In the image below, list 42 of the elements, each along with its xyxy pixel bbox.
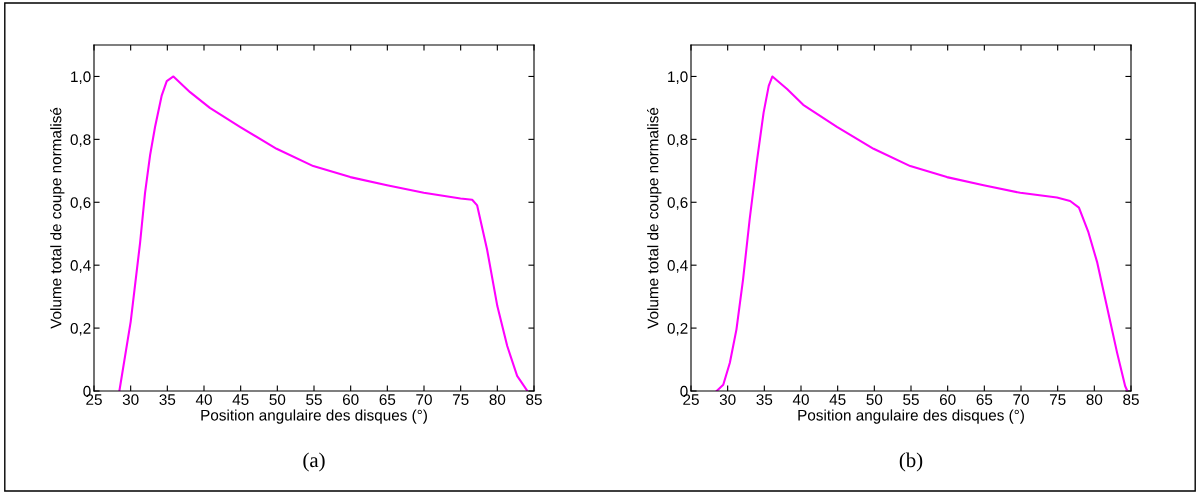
x-tick-label: 80 xyxy=(1086,394,1103,405)
x-tick-label: 75 xyxy=(452,394,469,405)
x-tick-label: 65 xyxy=(379,394,396,405)
x-axis-title: Position angulaire des disques (°) xyxy=(798,409,1024,424)
x-tick-label: 65 xyxy=(976,394,993,405)
text: (b) xyxy=(899,452,923,472)
y-tick-label: 0,8 xyxy=(667,134,688,147)
y-tick-label: 0,8 xyxy=(70,134,91,147)
x-tick-label: 55 xyxy=(903,394,919,405)
x-axis-title: Position angulaire des disques (°) xyxy=(201,409,427,424)
x-tick-label: 35 xyxy=(159,394,176,405)
x-tick-label: 45 xyxy=(232,394,249,405)
x-tick-label: 75 xyxy=(1049,394,1066,405)
line-series xyxy=(118,75,529,391)
x-tick-label: 40 xyxy=(792,394,809,405)
y-tick-label: 0,6 xyxy=(70,197,91,210)
text: (a) xyxy=(303,452,325,472)
x-tick-label: 50 xyxy=(269,394,286,405)
x-tick-label: 85 xyxy=(1123,394,1139,405)
x-tick-label: 30 xyxy=(122,394,139,405)
y-tick-label: 0,4 xyxy=(667,260,688,273)
y-tick-label: 0,2 xyxy=(70,322,91,336)
x-tick-label: 80 xyxy=(489,394,506,405)
x-tick-label: 70 xyxy=(416,394,432,405)
x-tick-label: 70 xyxy=(1013,394,1029,405)
x-tick-label: 50 xyxy=(866,394,883,405)
y-tick-label: 0,6 xyxy=(667,197,688,210)
x-tick-label: 35 xyxy=(756,394,773,405)
y-tick-label: 1,0 xyxy=(668,71,688,84)
line-series xyxy=(715,75,1129,391)
x-tick-label: 40 xyxy=(195,394,212,405)
x-tick-label: 60 xyxy=(939,394,956,405)
x-tick-label: 45 xyxy=(829,394,846,405)
x-tick-label: 60 xyxy=(342,394,359,405)
x-tick-label: 30 xyxy=(719,394,736,405)
x-tick-label: 85 xyxy=(526,394,542,405)
y-axis-title: Volume total de coupe normalisé xyxy=(647,107,662,329)
y-axis-title: Volume total de coupe normalisé xyxy=(50,107,65,329)
y-tick-label: 0,4 xyxy=(70,260,91,273)
y-tick-label: 0,2 xyxy=(667,322,688,336)
y-tick-label: 1,0 xyxy=(71,71,91,84)
x-tick-label: 55 xyxy=(306,394,322,405)
